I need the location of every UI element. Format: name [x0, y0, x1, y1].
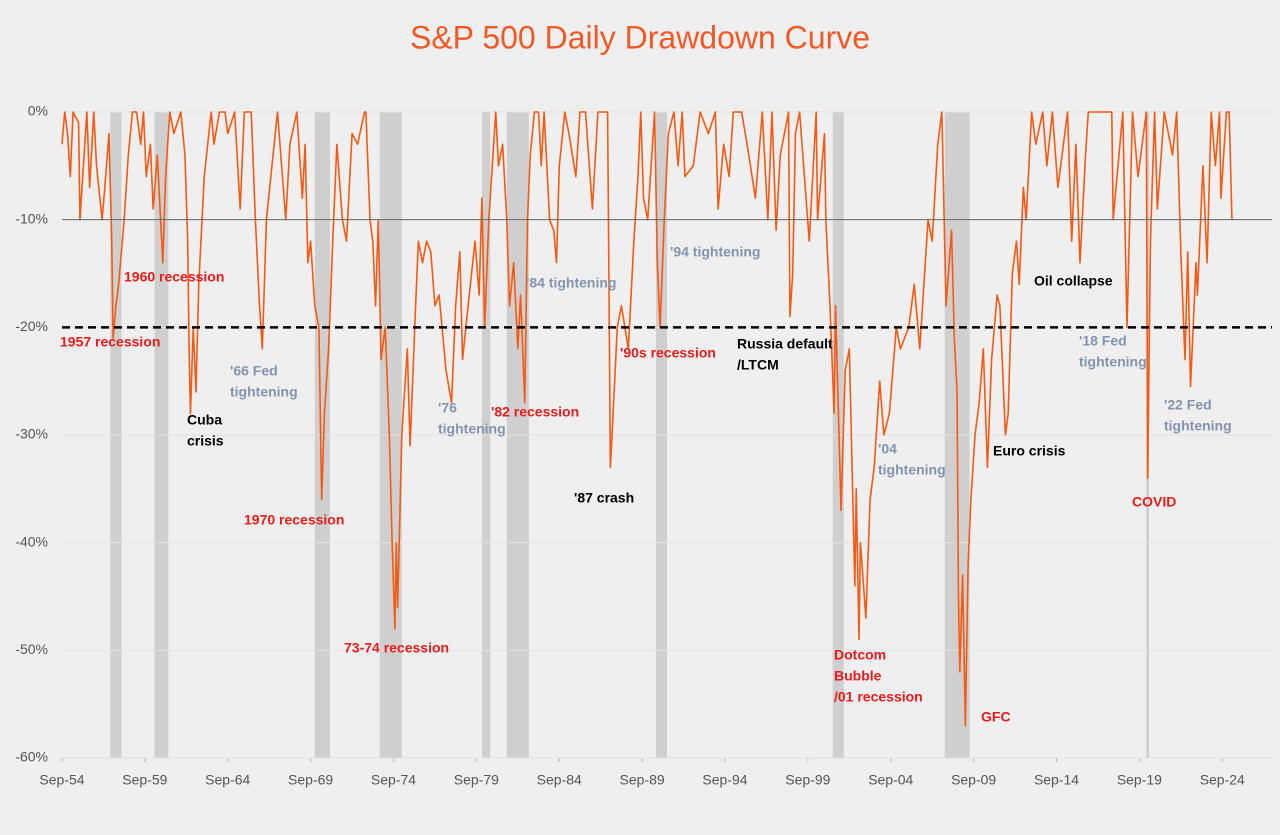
annotation: '04 [878, 441, 897, 457]
y-tick-label: -40% [15, 533, 48, 549]
annotation: tightening [438, 421, 506, 437]
x-tick-label: Sep-64 [205, 772, 250, 788]
x-tick-label: Sep-19 [1117, 772, 1162, 788]
x-tick-label: Sep-79 [454, 772, 499, 788]
drawdown-line [61, 111, 1233, 727]
y-tick-label: 0% [28, 103, 48, 119]
annotation: '90s recession [620, 345, 716, 361]
annotation: /LTCM [737, 357, 779, 373]
annotation: crisis [187, 433, 224, 449]
annotation: Russia default [737, 336, 833, 352]
y-tick-label: -60% [15, 749, 48, 765]
annotation: Dotcom [834, 647, 886, 663]
x-tick-label: Sep-04 [868, 772, 913, 788]
annotation: 1960 recession [124, 269, 224, 285]
annotation: '94 tightening [670, 244, 760, 260]
annotation: Oil collapse [1034, 273, 1113, 289]
x-tick-label: Sep-74 [371, 772, 416, 788]
y-tick-label: -10% [15, 210, 48, 226]
x-tick-label: Sep-84 [537, 772, 582, 788]
annotation: '22 Fed [1164, 397, 1212, 413]
x-tick-label: Sep-14 [1034, 772, 1079, 788]
annotation: 1957 recession [60, 334, 160, 350]
annotation: '66 Fed [230, 363, 278, 379]
annotation: '84 tightening [526, 275, 616, 291]
y-tick-label: -30% [15, 426, 48, 442]
x-tick-label: Sep-94 [702, 772, 747, 788]
annotation: tightening [878, 462, 946, 478]
x-tick-label: Sep-59 [122, 772, 167, 788]
annotation: tightening [230, 384, 298, 400]
x-tick-label: Sep-69 [288, 772, 333, 788]
x-tick-label: Sep-24 [1200, 772, 1245, 788]
annotation: Bubble [834, 668, 882, 684]
annotation: '82 recession [491, 404, 579, 420]
annotation: GFC [981, 709, 1011, 725]
annotation: 73-74 recession [344, 640, 449, 656]
y-tick-label: -20% [15, 318, 48, 334]
annotation: COVID [1132, 494, 1176, 510]
annotation: Euro crisis [993, 443, 1066, 459]
x-tick-label: Sep-99 [785, 772, 830, 788]
annotation: /01 recession [834, 689, 923, 705]
annotation: '76 [438, 400, 457, 416]
annotation: '18 Fed [1079, 333, 1127, 349]
y-tick-label: -50% [15, 641, 48, 657]
x-tick-label: Sep-89 [620, 772, 665, 788]
annotation: 1970 recession [244, 512, 344, 528]
annotation: tightening [1164, 418, 1232, 434]
annotation: '87 crash [574, 490, 634, 506]
chart-title: S&P 500 Daily Drawdown Curve [410, 19, 870, 55]
annotation: tightening [1079, 354, 1147, 370]
x-tick-label: Sep-09 [951, 772, 996, 788]
x-tick-label: Sep-54 [39, 772, 84, 788]
annotation: Cuba [187, 412, 222, 428]
